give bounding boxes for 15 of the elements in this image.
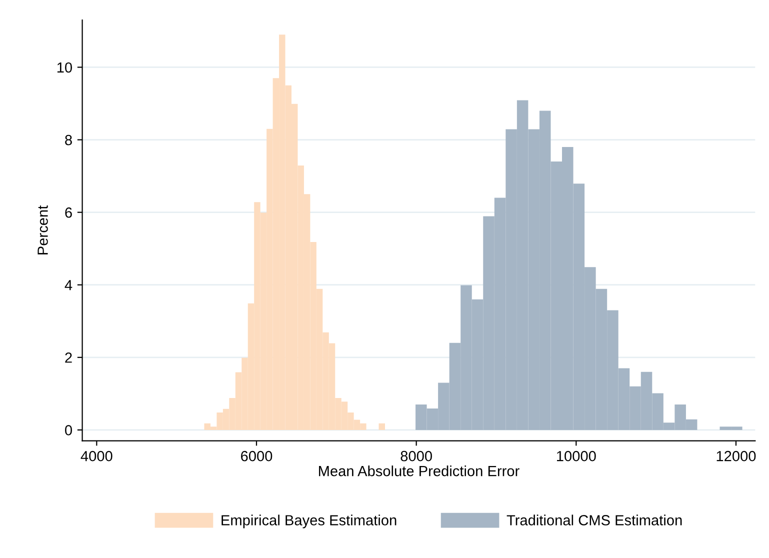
x-tick-label: 10000 xyxy=(556,450,596,462)
x-axis-title: Mean Absolute Prediction Error xyxy=(319,466,520,476)
legend-label: Traditional CMS Estimation xyxy=(506,514,682,526)
y-tick-label: 8 xyxy=(65,134,72,146)
y-axis-title: Percent xyxy=(38,205,48,254)
y-tick-label: 4 xyxy=(64,280,72,290)
y-tick-label: 6 xyxy=(65,207,72,218)
x-tick-label: 4000 xyxy=(80,450,112,462)
legend-label: Empirical Bayes Estimation xyxy=(222,514,396,528)
x-tick-label: 8000 xyxy=(400,450,432,462)
y-tick-label: 0 xyxy=(65,425,72,436)
y-tick-label: 10 xyxy=(57,62,72,73)
y-tick-label: 2 xyxy=(65,352,72,363)
x-tick-label: 6000 xyxy=(241,450,272,462)
x-tick-label: 12000 xyxy=(716,450,756,462)
